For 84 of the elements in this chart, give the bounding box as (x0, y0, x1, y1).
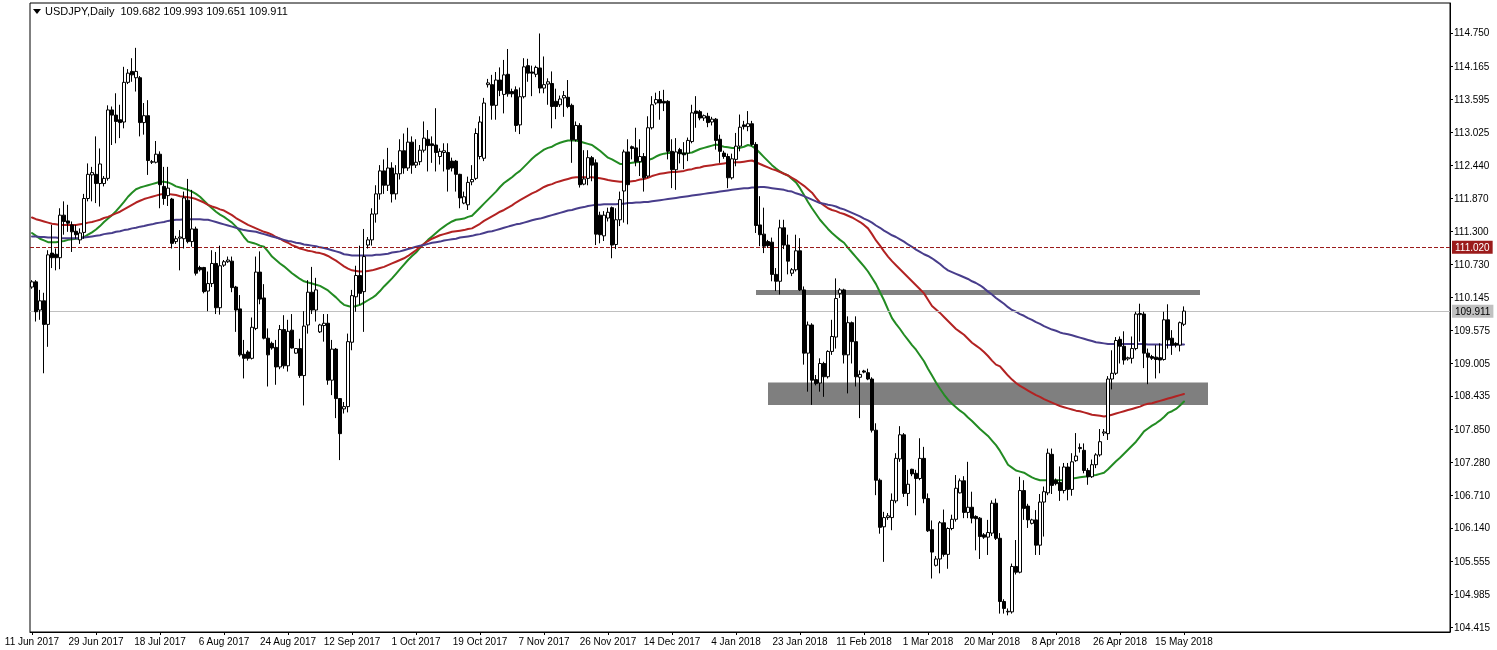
ref-line-label: 111.020 (1455, 241, 1491, 253)
y-tick-label: 108.435 (1454, 390, 1491, 402)
y-tick-label: 105.555 (1454, 556, 1491, 568)
y-tick-label: 107.280 (1454, 456, 1491, 468)
candlestick (726, 153, 730, 189)
x-tick-label: 12 Sep 2017 (323, 635, 381, 647)
x-tick-label: 20 Mar 2018 (963, 635, 1021, 647)
candlestick (1050, 448, 1054, 495)
x-tick-label: 19 Oct 2017 (452, 635, 508, 647)
candlestick (550, 70, 554, 129)
candlestick (586, 149, 590, 186)
candlestick (594, 158, 598, 246)
y-tick-label: 114.165 (1454, 61, 1490, 73)
x-tick-label: 14 Dec 2017 (643, 635, 701, 647)
candlestick (482, 97, 486, 162)
x-tick-label: 8 Apr 2018 (1031, 635, 1081, 647)
candlestick (146, 99, 150, 176)
candlestick (114, 92, 118, 144)
candlestick (282, 314, 286, 370)
candlestick (362, 228, 366, 333)
candlestick (810, 322, 814, 406)
candlestick (1058, 465, 1062, 502)
chart-title: USDJPY,Daily (45, 5, 115, 18)
candlestick (218, 245, 222, 316)
candlestick (818, 357, 822, 393)
y-tick-label: 104.985 (1454, 588, 1491, 600)
candlestick (446, 142, 450, 193)
candlestick (626, 138, 630, 225)
candlestick (434, 107, 438, 172)
y-tick-label: 111.300 (1454, 225, 1490, 237)
x-tick-label: 26 Nov 2017 (579, 635, 637, 647)
candlestick (578, 122, 582, 189)
y-tick-label: 112.440 (1454, 160, 1490, 172)
candlestick (514, 85, 518, 133)
candlestick (34, 279, 38, 323)
x-tick-label: 18 Jul 2017 (134, 635, 187, 647)
x-tick-label: 11 Feb 2018 (836, 635, 893, 647)
candlestick (674, 137, 678, 191)
candlestick (966, 461, 970, 519)
candlestick (1018, 476, 1022, 574)
y-tick-label: 113.595 (1454, 93, 1490, 105)
y-tick-label: 110.145 (1454, 292, 1490, 304)
x-tick-label: 6 Aug 2017 (198, 635, 250, 647)
x-tick-label: 26 Apr 2018 (1093, 635, 1148, 647)
candlestick (106, 104, 110, 182)
candlestick (706, 112, 710, 128)
candlestick (1122, 330, 1126, 366)
x-tick-label: 7 Nov 2017 (518, 635, 571, 647)
line-series (31, 159, 1185, 418)
ref-line-label: 109.911 (1455, 305, 1491, 317)
x-tick-label: 1 Mar 2018 (902, 635, 954, 647)
chart-subtitle: 109.682 109.993 109.651 109.911 (120, 5, 288, 18)
candlestick (682, 141, 686, 170)
x-tick-label: 29 Jun 2017 (68, 635, 124, 647)
candlestick (778, 219, 782, 295)
y-tick-label: 114.750 (1454, 27, 1490, 39)
candlestick (94, 135, 98, 204)
y-tick-label: 104.415 (1454, 621, 1491, 633)
line-series (31, 185, 1185, 347)
candlestick (538, 32, 542, 94)
candlestick (490, 74, 494, 121)
y-tick-label: 107.850 (1454, 424, 1491, 436)
x-tick-label: 1 Oct 2017 (391, 635, 441, 647)
candlestick (610, 206, 614, 259)
candlestick (494, 71, 498, 121)
y-tick-label: 111.870 (1454, 192, 1490, 204)
candlestick (1154, 344, 1158, 379)
y-tick-label: 110.730 (1454, 258, 1490, 270)
candlestick (170, 197, 174, 250)
x-tick-label: 11 Jun 2017 (4, 635, 60, 647)
y-tick-label: 106.140 (1454, 522, 1491, 534)
x-tick-label: 24 Aug 2017 (259, 635, 317, 647)
y-tick-label: 106.710 (1454, 489, 1491, 501)
x-tick-label: 23 Jan 2018 (772, 635, 828, 647)
candlestick (658, 90, 662, 121)
candlestick (406, 127, 410, 172)
candlestick (602, 210, 606, 242)
x-tick-label: 4 Jan 2018 (711, 635, 762, 647)
x-tick-label: 15 May 2018 (1155, 635, 1214, 647)
y-tick-label: 113.025 (1454, 126, 1490, 138)
y-tick-label: 109.575 (1454, 324, 1491, 336)
candlestick (978, 516, 982, 560)
candlestick (166, 166, 170, 207)
y-tick-label: 109.005 (1454, 357, 1491, 369)
